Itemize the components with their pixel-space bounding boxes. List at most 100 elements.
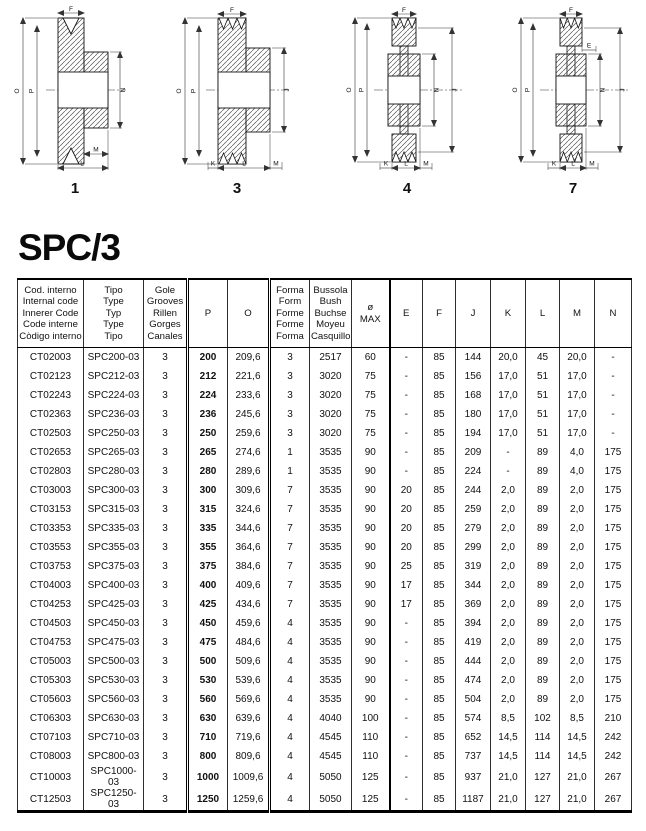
cell-n: 175 [594, 538, 632, 558]
cell-n: 210 [594, 709, 632, 729]
dim-label-f3-left: O [176, 88, 183, 93]
cell-bush: 3535 [309, 595, 352, 615]
cell-code: CT03553 [29, 542, 72, 554]
header-row: Cod. interno Internal code Innerer Code … [17, 279, 632, 349]
cell-f: 85 [422, 367, 456, 387]
dim-label-f1-bottom2: M [93, 147, 98, 154]
cell-l: 89 [525, 576, 560, 596]
table-row: CT02123 SPC212-03 3 212 221,6 3 3020 75 … [18, 367, 632, 387]
cell-grooves: 3 [143, 633, 188, 653]
cell-k: 21,0 [490, 788, 526, 812]
dim-label-f7-bottom3: K [552, 161, 557, 168]
col-header-bush: Bussola Bush Buchse Moyeu Casquillo [309, 279, 352, 349]
dimensions-table: Cod. interno Internal code Innerer Code … [17, 278, 632, 814]
cell-code: CT03753 [29, 561, 72, 573]
cell-form: 4 [268, 652, 310, 672]
cell-grooves: 3 [143, 728, 188, 748]
cell-form: 4 [268, 671, 310, 691]
cell-k: - [490, 462, 526, 482]
cell-form: 4 [268, 788, 310, 812]
cell-grooves: 3 [143, 671, 188, 691]
cell-dmax: 90 [351, 557, 390, 577]
col-header-m: M [559, 279, 595, 349]
cell-n: 175 [594, 633, 632, 653]
cell-j: 319 [455, 557, 491, 577]
cell-bush: 3020 [309, 424, 352, 444]
cell-type: SPC710-03 [83, 728, 144, 748]
cell-f: 85 [422, 462, 456, 482]
cell-grooves: 3 [143, 557, 188, 577]
cell-m: 17,0 [559, 386, 595, 406]
cell-p: 335 [186, 519, 228, 539]
cell-f: 85 [422, 424, 456, 444]
cell-dmax: 125 [351, 788, 390, 812]
cell-form: 4 [268, 633, 310, 653]
cell-form: 7 [268, 595, 310, 615]
col-header-grooves: Gole Grooves Rillen Gorges Canales [143, 279, 188, 349]
table-row: CT04503 SPC450-03 3 450 459,6 4 3535 90 … [18, 614, 632, 634]
cell-grooves: 3 [143, 424, 188, 444]
cell-grooves: 3 [143, 347, 188, 368]
cell-f: 85 [422, 788, 456, 812]
cell-form: 7 [268, 500, 310, 520]
cell-type: SPC475-03 [83, 633, 144, 653]
cell-l: 89 [525, 481, 560, 501]
cell-form: 4 [268, 614, 310, 634]
cell-k: 17,0 [490, 386, 526, 406]
cell-m: 2,0 [559, 557, 595, 577]
cell-n: - [594, 347, 632, 368]
cell-m: 14,5 [559, 728, 595, 748]
cell-m: 2,0 [559, 671, 595, 691]
cell-p: 236 [186, 405, 228, 425]
cell-type: SPC212-03 [83, 367, 144, 387]
cell-l: 51 [525, 386, 560, 406]
cell-code: CT04253 [29, 599, 72, 611]
cell-j: 299 [455, 538, 491, 558]
table-row: CT03753 SPC375-03 3 375 384,6 7 3535 90 … [18, 557, 632, 577]
dim-label-f4-bottom3: K [384, 161, 389, 168]
cell-dmax: 100 [351, 709, 390, 729]
cell-m: 20,0 [559, 347, 595, 368]
cell-code: CT10003 [29, 771, 72, 783]
table-row: CT03553 SPC355-03 3 355 364,6 7 3535 90 … [18, 538, 632, 558]
cell-dmax: 90 [351, 614, 390, 634]
cell-j: 444 [455, 652, 491, 672]
cell-grooves: 3 [143, 481, 188, 501]
cell-bush: 3020 [309, 405, 352, 425]
cell-code: CT02003 [29, 352, 72, 364]
cell-e: - [388, 386, 423, 406]
cell-m: 17,0 [559, 405, 595, 425]
cell-dmax: 75 [351, 386, 390, 406]
cell-m: 2,0 [559, 614, 595, 634]
cell-n: 175 [594, 614, 632, 634]
cell-m: 4,0 [559, 462, 595, 482]
cell-dmax: 90 [351, 538, 390, 558]
pulley-drawing-3: F O P J K L M [176, 7, 291, 171]
cell-form: 3 [268, 347, 310, 368]
cell-type: SPC375-03 [83, 557, 144, 577]
cell-code: CT02803 [29, 466, 72, 478]
cell-j: 156 [455, 367, 491, 387]
table-row: CT03353 SPC335-03 3 335 344,6 7 3535 90 … [18, 519, 632, 539]
cell-n: 175 [594, 462, 632, 482]
cell-code: CT05003 [29, 656, 72, 668]
cell-n: 175 [594, 595, 632, 615]
cell-k: 21,0 [490, 766, 526, 789]
cell-j: 394 [455, 614, 491, 634]
cell-p: 212 [186, 367, 228, 387]
cell-o: 209,6 [227, 347, 270, 368]
cell-f: 85 [422, 443, 456, 463]
cell-o: 434,6 [227, 595, 270, 615]
col-header-p: P [186, 279, 228, 349]
dim-label-f1-left: O [14, 88, 21, 93]
cell-p: 300 [186, 481, 228, 501]
pulley-figure-4: F O P N J K L M 4 [342, 6, 472, 197]
cell-k: 2,0 [490, 576, 526, 596]
cell-j: 1187 [455, 788, 491, 812]
cell-j: 180 [455, 405, 491, 425]
cell-p: 450 [186, 614, 228, 634]
cell-k: 2,0 [490, 557, 526, 577]
dim-label-f4-right: N [434, 87, 441, 92]
dim-label-f4-left2: P [359, 88, 366, 92]
cell-form: 1 [268, 462, 310, 482]
